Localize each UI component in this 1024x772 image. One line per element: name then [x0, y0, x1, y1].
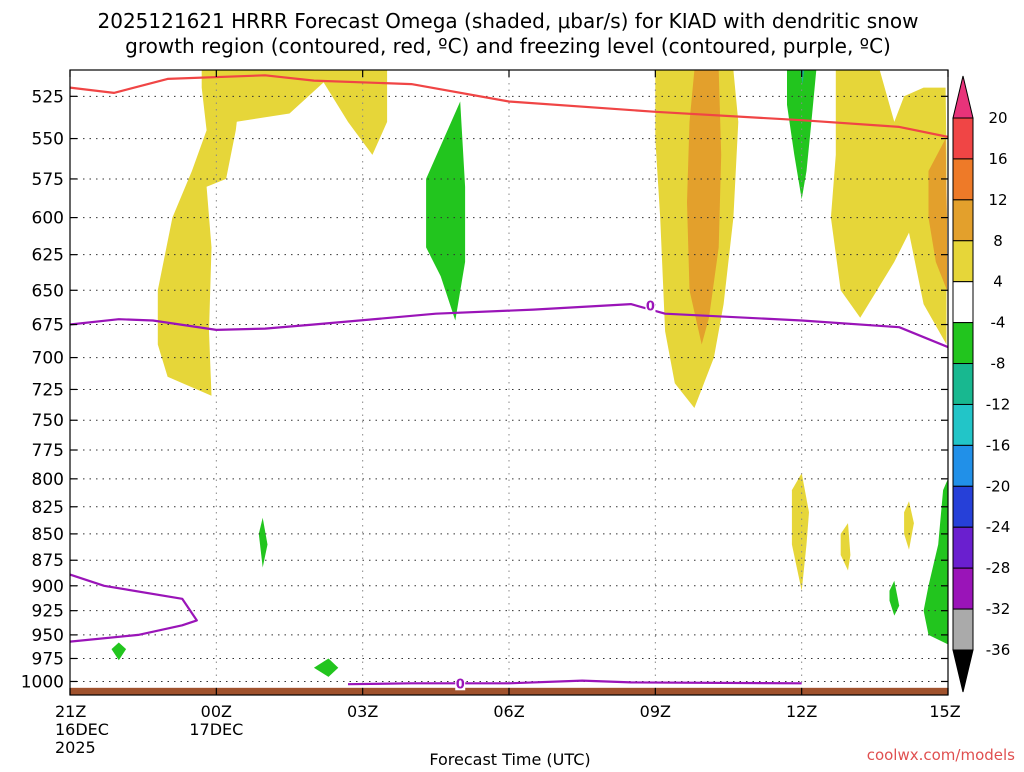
- y-tick-label-525: 525: [32, 87, 64, 107]
- colorbar-box-7: [952, 403, 974, 446]
- colorbar-label-2: 12: [988, 191, 1007, 209]
- chart-title-line2: growth region (contoured, red, ºC) and f…: [125, 34, 891, 58]
- colorbar: 20 16 12 8 4 -4 -8 -12 -16 -20 -24 -28 -32 -36: [952, 75, 1011, 693]
- colorbar-box-8: [952, 444, 974, 487]
- omega-region-1: [235, 70, 388, 155]
- y-tick-label-550: 550: [32, 130, 64, 150]
- x-tick-label-21Z: 21Z: [55, 702, 86, 721]
- colorbar-box-2: [952, 199, 974, 242]
- omega-region-6: [787, 70, 817, 200]
- colorbar-label-9: -20: [986, 477, 1011, 495]
- colorbar-label-13: -36: [986, 641, 1011, 659]
- y-tick-label-725: 725: [32, 380, 64, 400]
- contour-line-2: [70, 573, 198, 643]
- contour-label-bg-1: [455, 676, 466, 691]
- colorbar-label-7: -12: [986, 395, 1011, 413]
- contour-line-0: [70, 74, 948, 138]
- credit-link[interactable]: coolwx.com/models: [867, 746, 1015, 764]
- contour-line-3: [347, 679, 802, 686]
- contour-label-1: 0: [456, 677, 465, 692]
- x-tick-sublabel1-21Z: 16DEC: [55, 720, 109, 739]
- colorbar-label-3: 8: [993, 232, 1003, 250]
- colorbar-label-0: 20: [988, 109, 1007, 127]
- y-tick-label-975: 975: [32, 649, 64, 669]
- y-tick-label-700: 700: [32, 349, 64, 369]
- omega-region-5: [928, 138, 947, 291]
- y-tick-label-775: 775: [32, 441, 64, 461]
- x-tick-label-00Z: 00Z: [201, 702, 232, 721]
- omega-region-4: [830, 70, 947, 345]
- y-tick-label-925: 925: [32, 602, 64, 622]
- omega-region-3: [687, 70, 722, 345]
- omega-region-9: [258, 517, 268, 568]
- y-tick-label-800: 800: [32, 470, 64, 490]
- colorbar-bottom-arrow: [952, 649, 974, 693]
- y-tick-label-625: 625: [32, 246, 64, 266]
- y-tick-label-750: 750: [32, 411, 64, 431]
- colorbar-box-5: [952, 322, 974, 365]
- y-tick-label-875: 875: [32, 551, 64, 571]
- temperature-contours: 00: [70, 74, 948, 692]
- omega-shading: [111, 70, 948, 677]
- colorbar-box-4: [952, 281, 974, 324]
- colorbar-label-1: 16: [988, 150, 1007, 168]
- contour-line-1: [70, 303, 948, 349]
- axes: 525 550 575 600 625 650 675 700 725 750 775 800 825 8…: [21, 69, 961, 757]
- gridlines: [70, 70, 948, 695]
- omega-region-15: [889, 580, 900, 616]
- y-tick-label-950: 950: [32, 626, 64, 646]
- omega-region-13: [840, 523, 851, 571]
- colorbar-box-0: [952, 117, 974, 160]
- x-axis-title: Forecast Time (UTC): [429, 750, 590, 768]
- y-tick-label-600: 600: [32, 209, 64, 229]
- y-tick-label-1000: 1000: [21, 672, 64, 692]
- colorbar-top-arrow: [952, 75, 974, 119]
- colorbar-label-8: -16: [986, 436, 1011, 454]
- colorbar-label-10: -24: [986, 518, 1011, 536]
- colorbar-box-1: [952, 158, 974, 201]
- colorbar-label-4: 4: [993, 273, 1003, 291]
- omega-region-16: [923, 478, 948, 645]
- colorbar-label-5: -4: [991, 314, 1006, 332]
- contour-label-bg-0: [645, 298, 656, 313]
- colorbar-box-6: [952, 363, 974, 405]
- chart-title-line1: 2025121621 HRRR Forecast Omega (shaded, …: [98, 9, 919, 33]
- colorbar-label-11: -28: [986, 559, 1011, 577]
- omega-region-12: [791, 473, 809, 591]
- y-tick-label-850: 850: [32, 525, 64, 545]
- x-tick-label-09Z: 09Z: [640, 702, 671, 721]
- x-tick-sublabel1-00Z: 17DEC: [189, 720, 243, 739]
- y-tick-label-825: 825: [32, 498, 64, 518]
- x-tick-label-03Z: 03Z: [347, 702, 378, 721]
- colorbar-box-11: [952, 567, 974, 610]
- omega-region-14: [904, 501, 914, 550]
- colorbar-box-10: [952, 526, 974, 569]
- omega-region-8: [426, 101, 466, 321]
- omega-region-11: [111, 642, 127, 661]
- x-tick-sublabel2-21Z: 2025: [55, 738, 96, 757]
- x-tick-label-06Z: 06Z: [493, 702, 524, 721]
- x-tick-label-12Z: 12Z: [786, 702, 817, 721]
- y-tick-label-675: 675: [32, 316, 64, 336]
- x-tick-label-15Z: 15Z: [929, 702, 960, 721]
- y-tick-label-650: 650: [32, 281, 64, 301]
- colorbar-label-12: -32: [986, 600, 1011, 618]
- y-tick-label-900: 900: [32, 577, 64, 597]
- colorbar-box-9: [952, 485, 974, 528]
- colorbar-label-6: -8: [991, 355, 1006, 373]
- omega-region-10: [313, 658, 339, 677]
- colorbar-box-12: [952, 608, 974, 651]
- colorbar-box-3: [952, 240, 974, 283]
- contour-label-0: 0: [646, 300, 655, 315]
- y-tick-label-575: 575: [32, 170, 64, 190]
- omega-region-0: [157, 70, 241, 396]
